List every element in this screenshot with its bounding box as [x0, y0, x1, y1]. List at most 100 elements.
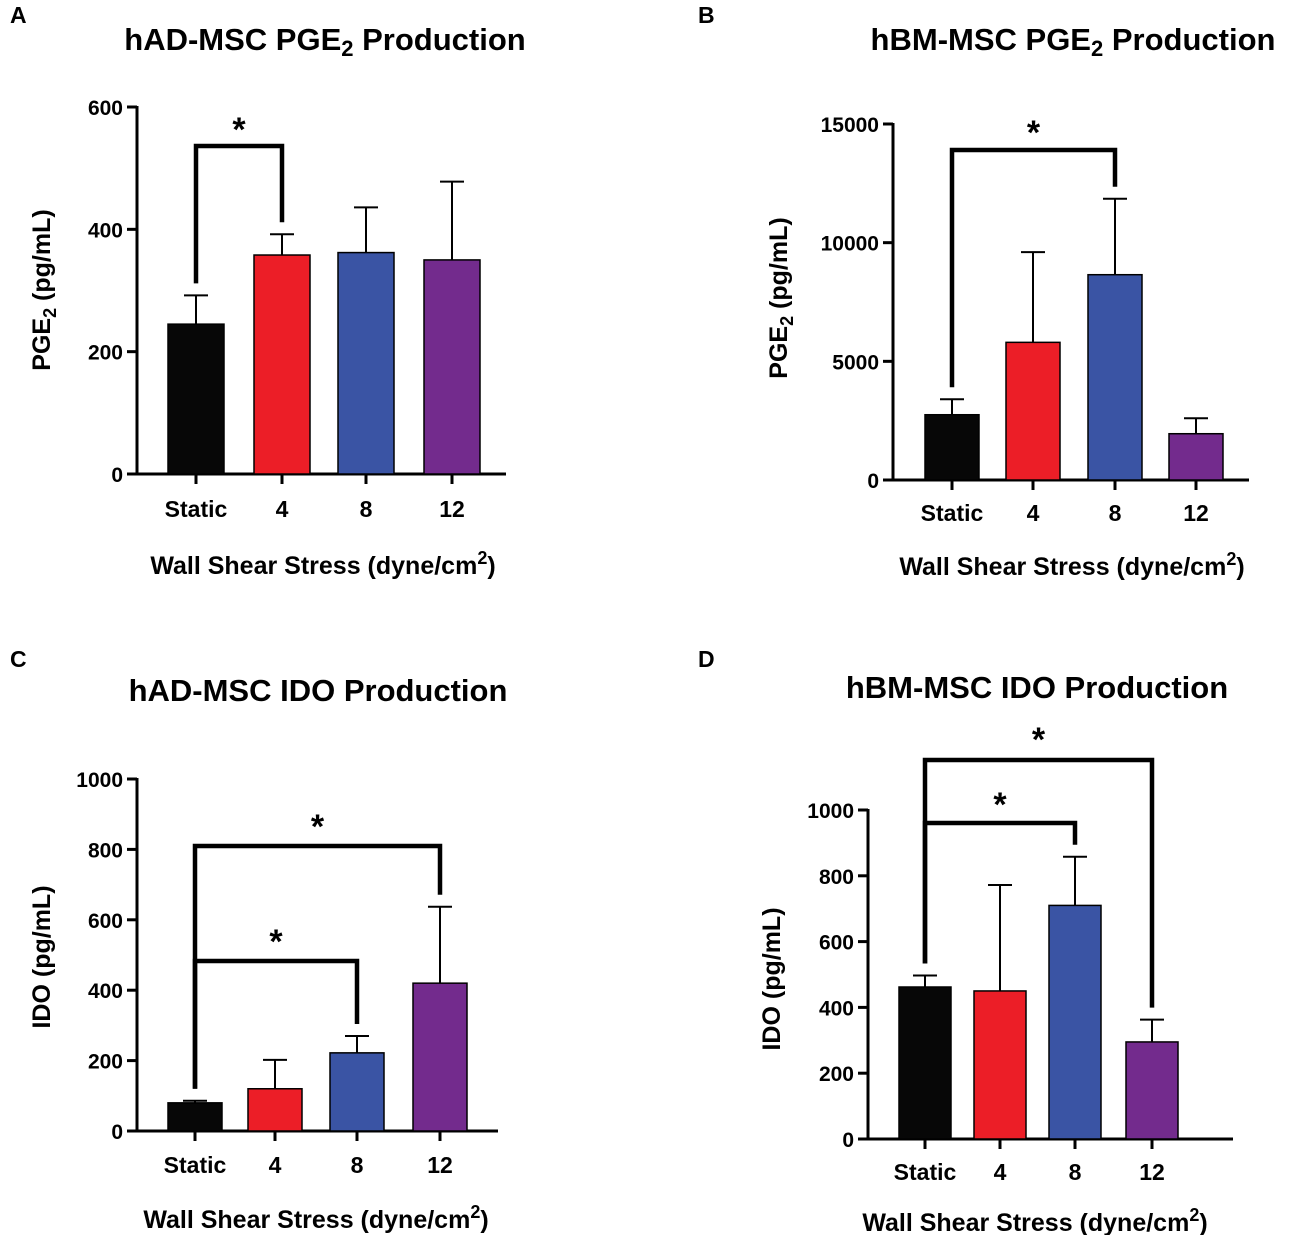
x-tick-label: 8 [1069, 1159, 1082, 1185]
x-axis-label: Wall Shear Stress (dyne/cm2) [862, 1205, 1207, 1235]
y-tick-label: 600 [88, 97, 123, 120]
x-axis-label-end: ) [487, 552, 495, 580]
significance-star: * [993, 786, 1007, 824]
x-tick-label: 4 [1027, 500, 1040, 526]
bar-static [167, 1102, 223, 1132]
x-tick-label: 8 [1109, 500, 1122, 526]
bar-4 [247, 1088, 303, 1132]
y-tick-label: 800 [88, 839, 123, 862]
y-axis-label-sub: 2 [777, 316, 797, 326]
bar-static [898, 986, 952, 1140]
significance-star: * [311, 808, 325, 846]
significance-star: * [1027, 114, 1041, 152]
panel-letter: C [10, 646, 27, 672]
significance-bracket [192, 843, 443, 1089]
y-tick-label: 200 [819, 1063, 854, 1086]
y-tick-label: 1000 [76, 769, 123, 792]
y-tick-label: 1000 [807, 800, 854, 823]
x-tick-label: Static [164, 1152, 227, 1178]
bar-8 [1087, 273, 1143, 481]
bar-12 [423, 259, 481, 475]
bar-8 [329, 1052, 385, 1132]
y-axis-label-main: PGE [765, 326, 793, 379]
x-axis-label-end: ) [1199, 1209, 1207, 1235]
x-axis-label-main: Wall Shear Stress (dyne/cm [150, 552, 477, 580]
x-tick-label: 8 [351, 1152, 364, 1178]
x-axis-label-main: Wall Shear Stress (dyne/cm [899, 553, 1226, 581]
chart-title-main: hBM-MSC PGE [871, 22, 1091, 57]
x-axis-label: Wall Shear Stress (dyne/cm2) [143, 1202, 488, 1234]
chart-title: hBM-MSC PGE2 Production [871, 22, 1276, 61]
x-axis-label-end: ) [1236, 553, 1244, 581]
y-axis-label: IDO (pg/mL) [758, 907, 786, 1050]
bar-8 [337, 251, 395, 475]
bar-4 [1005, 341, 1061, 481]
y-axis-label: PGE2 (pg/mL) [28, 209, 60, 370]
significance-bracket [949, 147, 1118, 388]
x-tick-label: 4 [276, 496, 289, 522]
y-axis-label-end: (pg/mL) [28, 209, 56, 308]
x-tick-label: 12 [439, 496, 465, 522]
chart-title-main: hAD-MSC PGE [124, 22, 341, 57]
x-tick-label: 4 [994, 1159, 1007, 1185]
panel-letter: B [698, 2, 715, 28]
y-tick-label: 0 [867, 470, 879, 493]
x-tick-label: Static [165, 496, 228, 522]
x-tick-label: 12 [427, 1152, 453, 1178]
bar-static [167, 323, 225, 475]
chart-title-end: Production [1103, 22, 1275, 57]
y-tick-label: 15000 [821, 114, 879, 137]
y-tick-label: 600 [819, 932, 854, 955]
chart-title-main: hAD-MSC IDO Production [129, 673, 508, 708]
y-tick-label: 400 [819, 997, 854, 1020]
bar-4 [253, 254, 311, 475]
chart-title-sub: 2 [341, 36, 353, 61]
x-tick-label: Static [894, 1159, 957, 1185]
significance-bracket [922, 757, 1155, 1008]
x-axis-label-main: Wall Shear Stress (dyne/cm [143, 1206, 470, 1234]
y-axis-label: IDO (pg/mL) [28, 885, 56, 1028]
chart-title: hAD-MSC IDO Production [129, 673, 508, 708]
x-axis-label: Wall Shear Stress (dyne/cm2) [150, 548, 495, 580]
bar-12 [412, 982, 468, 1132]
y-tick-label: 600 [88, 910, 123, 933]
y-tick-label: 0 [842, 1129, 854, 1152]
x-tick-label: 12 [1139, 1159, 1165, 1185]
chart-title-main: hBM-MSC IDO Production [846, 670, 1228, 705]
x-tick-label: 12 [1183, 500, 1209, 526]
y-tick-label: 5000 [832, 351, 879, 374]
y-tick-label: 0 [111, 1121, 123, 1144]
panel-letter: A [10, 2, 27, 28]
significance-bracket [193, 143, 285, 284]
y-tick-label: 400 [88, 219, 123, 242]
x-tick-label: Static [921, 500, 984, 526]
significance-star: * [1032, 721, 1046, 759]
bar-4 [973, 990, 1027, 1140]
y-axis-label-main: IDO (pg/mL) [758, 907, 786, 1050]
significance-star: * [269, 923, 283, 961]
x-axis-label: Wall Shear Stress (dyne/cm2) [899, 549, 1244, 581]
x-axis-label-sup: 2 [1226, 549, 1236, 569]
chart-title: hBM-MSC IDO Production [846, 670, 1228, 705]
y-tick-label: 400 [88, 980, 123, 1003]
y-axis-label-main: PGE [28, 318, 56, 371]
chart-title-end: Production [354, 22, 526, 57]
x-axis-label-end: ) [480, 1206, 488, 1234]
y-tick-label: 200 [88, 342, 123, 365]
y-axis-label-sub: 2 [40, 308, 60, 318]
x-axis-label-main: Wall Shear Stress (dyne/cm [862, 1209, 1189, 1235]
significance-star: * [232, 111, 246, 149]
bar-8 [1048, 904, 1102, 1140]
y-tick-label: 0 [111, 464, 123, 487]
y-axis-label-end: (pg/mL) [765, 217, 793, 316]
y-tick-label: 800 [819, 866, 854, 889]
y-tick-label: 10000 [821, 233, 879, 256]
y-axis-label-main: IDO (pg/mL) [28, 885, 56, 1028]
x-tick-label: 4 [269, 1152, 282, 1178]
x-axis-label-sup: 2 [470, 1202, 480, 1222]
